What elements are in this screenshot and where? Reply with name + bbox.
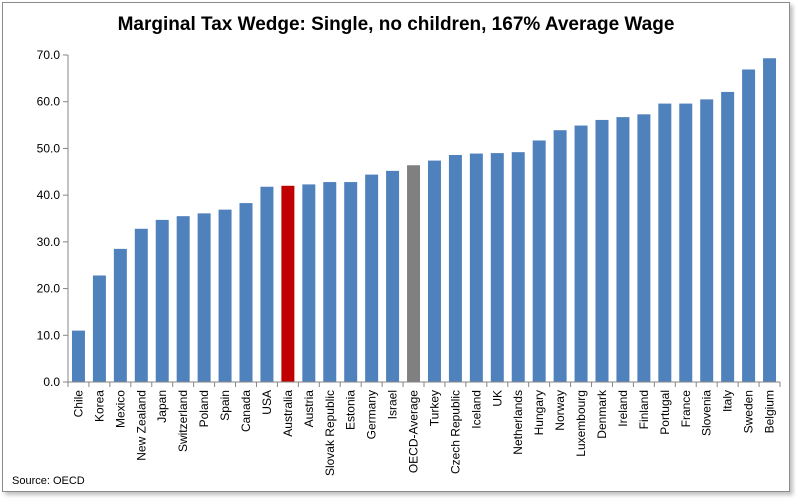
x-tick-label: Chile — [71, 390, 85, 418]
bar-new-zealand — [134, 228, 148, 382]
x-tick-label: Canada — [239, 390, 253, 432]
y-tick-label: 70.0 — [37, 48, 61, 62]
bar-finland — [637, 114, 651, 382]
bar-poland — [197, 213, 211, 382]
x-tick-label: Norway — [553, 390, 567, 431]
chart-frame: Marginal Tax Wedge: Single, no children,… — [2, 2, 790, 492]
bar-chart: Marginal Tax Wedge: Single, no children,… — [12, 14, 781, 487]
bar-turkey — [427, 160, 441, 382]
y-tick-label: 20.0 — [37, 282, 61, 296]
bar-czech-republic — [448, 154, 462, 382]
x-tick-label: Slovak Republic — [323, 390, 337, 476]
x-tick-label: Spain — [218, 390, 232, 421]
x-tick-label: Poland — [197, 390, 211, 427]
x-tick-label: USA — [260, 390, 274, 415]
bar-denmark — [595, 119, 609, 382]
y-tick-label: 50.0 — [37, 141, 61, 155]
bar-oecd-average — [407, 165, 421, 382]
x-tick-label: Austria — [302, 390, 316, 428]
bar-sweden — [742, 69, 756, 382]
bar-italy — [721, 91, 735, 382]
bar-austria — [302, 184, 316, 382]
chart-title: Marginal Tax Wedge: Single, no children,… — [118, 14, 675, 35]
bar-switzerland — [176, 216, 190, 382]
bar-slovak-republic — [323, 182, 337, 382]
y-axis: 0.0 10.0 20.0 30.0 40.0 50.0 60.0 70.0 — [37, 48, 69, 389]
bar-usa — [260, 186, 274, 382]
bar-france — [679, 103, 693, 382]
x-tick-label: Estonia — [344, 390, 358, 430]
x-tick-label: Mexico — [113, 390, 127, 428]
x-tick-label: Portugal — [658, 390, 672, 435]
bar-luxembourg — [574, 125, 588, 382]
bar-australia — [281, 185, 295, 382]
bar-japan — [155, 219, 169, 382]
x-tick-label: Turkey — [427, 390, 441, 426]
bar-ireland — [616, 117, 630, 382]
x-tick-label: Denmark — [595, 389, 609, 439]
x-tick-label: France — [679, 390, 693, 428]
source-note: Source: OECD — [12, 475, 85, 487]
x-tick-label: Sweden — [742, 390, 756, 433]
bars — [71, 58, 777, 383]
bar-germany — [365, 174, 379, 382]
y-tick-label: 0.0 — [43, 375, 60, 389]
x-tick-label: Luxembourg — [574, 390, 588, 457]
x-tick-label: Hungary — [532, 390, 546, 435]
bar-portugal — [658, 103, 672, 382]
x-tick-label: Belgium — [763, 390, 777, 433]
x-axis: Chile Korea Mexico New Zealand Japan Switzerl… — [67, 381, 781, 476]
bar-hungary — [532, 140, 546, 382]
bar-slovenia — [700, 99, 714, 382]
bar-estonia — [344, 182, 358, 382]
x-tick-label: Netherlands — [511, 390, 525, 455]
x-tick-label: Slovenia — [700, 390, 714, 436]
x-tick-label: Israel — [386, 390, 400, 419]
bar-canada — [239, 203, 253, 382]
x-tick-label: Switzerland — [176, 390, 190, 452]
bar-belgium — [763, 58, 777, 383]
bar-spain — [218, 209, 232, 382]
bar-iceland — [469, 153, 483, 382]
x-tick-label: UK — [490, 390, 504, 407]
y-tick-label: 40.0 — [37, 188, 61, 202]
x-tick-label: Australia — [281, 390, 295, 437]
x-tick-label: Iceland — [469, 390, 483, 429]
bar-korea — [92, 275, 106, 382]
x-tick-label: Ireland — [616, 390, 630, 427]
x-tick-label: Japan — [155, 390, 169, 423]
bar-israel — [386, 170, 400, 382]
bar-uk — [490, 153, 504, 382]
y-tick-label: 30.0 — [37, 235, 61, 249]
bar-netherlands — [511, 152, 525, 382]
x-tick-label: Italy — [721, 390, 735, 412]
x-tick-label: Czech Republic — [448, 390, 462, 474]
y-tick-label: 10.0 — [37, 328, 61, 342]
x-tick-label: Germany — [365, 390, 379, 439]
bar-mexico — [113, 248, 127, 382]
bar-chile — [71, 330, 85, 382]
bar-norway — [553, 130, 567, 382]
x-tick-label: Korea — [92, 390, 106, 422]
x-tick-label: Finland — [637, 390, 651, 429]
x-tick-label: New Zealand — [134, 390, 148, 461]
x-tick-label: OECD-Average — [407, 390, 421, 473]
y-tick-label: 60.0 — [37, 95, 61, 109]
